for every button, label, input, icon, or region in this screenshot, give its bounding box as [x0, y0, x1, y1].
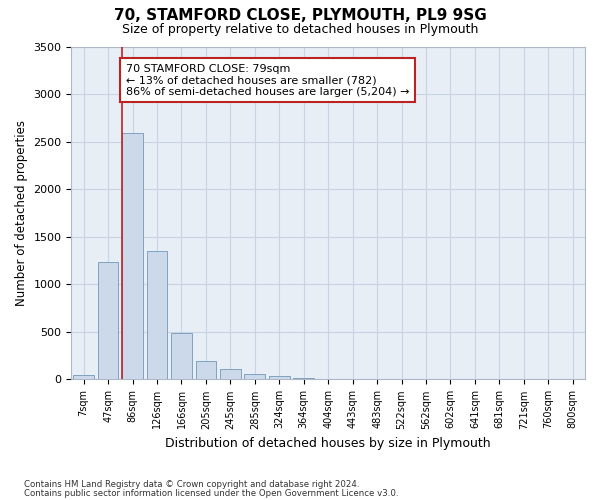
Bar: [98, 262, 118, 380]
Text: Contains public sector information licensed under the Open Government Licence v3: Contains public sector information licen…: [24, 488, 398, 498]
Bar: [220, 370, 241, 380]
Bar: [122, 133, 143, 380]
Bar: [171, 333, 192, 380]
Text: Size of property relative to detached houses in Plymouth: Size of property relative to detached ho…: [122, 22, 478, 36]
Text: Contains HM Land Registry data © Crown copyright and database right 2024.: Contains HM Land Registry data © Crown c…: [24, 480, 359, 489]
Bar: [244, 374, 265, 380]
X-axis label: Distribution of detached houses by size in Plymouth: Distribution of detached houses by size …: [166, 437, 491, 450]
Text: 70, STAMFORD CLOSE, PLYMOUTH, PL9 9SG: 70, STAMFORD CLOSE, PLYMOUTH, PL9 9SG: [113, 8, 487, 22]
Bar: [196, 361, 217, 380]
Bar: [293, 378, 314, 380]
Bar: [146, 251, 167, 380]
Bar: [73, 374, 94, 380]
Y-axis label: Number of detached properties: Number of detached properties: [15, 120, 28, 306]
Bar: [269, 376, 290, 380]
Text: 70 STAMFORD CLOSE: 79sqm
← 13% of detached houses are smaller (782)
86% of semi-: 70 STAMFORD CLOSE: 79sqm ← 13% of detach…: [126, 64, 409, 97]
